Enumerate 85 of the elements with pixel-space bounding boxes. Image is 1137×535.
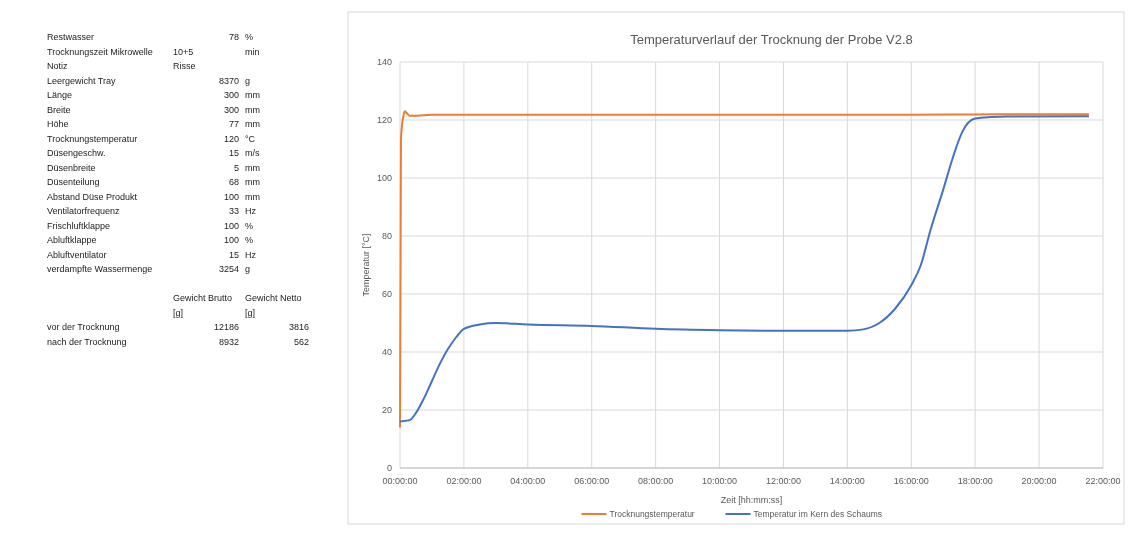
text: Risse	[173, 61, 196, 71]
text: g	[245, 264, 251, 274]
y-tick-label: 60	[381, 289, 392, 300]
text: 12186	[213, 322, 239, 332]
text: Höhe	[47, 119, 69, 129]
text: 100	[223, 235, 239, 245]
text: Düsengeschw.	[47, 148, 106, 158]
text: 78	[228, 32, 239, 42]
legend-label: Temperatur im Kern des Schaums	[753, 508, 882, 519]
text: mm	[245, 90, 260, 100]
text: Leergewicht Tray	[47, 75, 116, 86]
text: Gewicht Brutto	[173, 293, 233, 303]
x-tick-label: 02:00:00	[446, 476, 482, 486]
text: %	[245, 220, 254, 231]
text: 10+5	[173, 46, 194, 57]
text: 68	[228, 177, 239, 187]
text: Düsenbreite	[47, 162, 96, 173]
x-tick-label: 16:00:00	[893, 476, 929, 486]
text: m/s	[245, 148, 260, 158]
text: 120	[223, 133, 239, 144]
y-axis-title: Temperatur [°C]	[361, 233, 371, 297]
y-tick-label: 20	[381, 405, 392, 416]
text: mm	[245, 104, 260, 115]
text: Abluftventilator	[47, 249, 107, 260]
y-tick-label: 100	[376, 173, 392, 184]
text: 300	[223, 90, 239, 100]
y-tick-label: 0	[386, 463, 392, 474]
text: 3254	[218, 264, 239, 274]
x-tick-label: 08:00:00	[638, 476, 674, 486]
x-tick-label: 12:00:00	[765, 476, 801, 486]
y-tick-label: 80	[381, 231, 392, 242]
text: verdampfte Wassermenge	[47, 264, 153, 274]
text: %	[245, 235, 254, 245]
text: Ventilatorfrequenz	[47, 206, 120, 216]
text: 15	[228, 148, 239, 158]
text: Notiz	[47, 61, 68, 71]
x-tick-label: 00:00:00	[382, 476, 418, 486]
x-tick-label: 18:00:00	[957, 476, 993, 486]
x-axis-title: Zeit [hh:mm:ss]	[720, 495, 783, 505]
y-tick-label: 120	[376, 115, 392, 126]
text: %	[245, 32, 254, 42]
text: mm	[245, 119, 260, 129]
text: 3816	[288, 322, 309, 332]
text: 300	[223, 104, 239, 115]
text: 15	[228, 249, 239, 260]
x-tick-label: 20:00:00	[1021, 476, 1057, 486]
text: 77	[228, 119, 239, 129]
text: Breite	[47, 104, 71, 115]
text: Hz	[245, 206, 256, 216]
y-tick-label: 40	[381, 347, 392, 358]
text: mm	[245, 162, 260, 173]
text: Hz	[245, 249, 256, 260]
y-tick-label: 140	[376, 57, 392, 68]
x-tick-label: 06:00:00	[574, 476, 610, 486]
text: 100	[223, 220, 239, 231]
legend-label: Trocknungstemperatur	[609, 508, 695, 519]
text: Abstand Düse Produkt	[47, 191, 138, 202]
text: Länge	[47, 90, 73, 100]
text: vor der Trocknung	[47, 322, 120, 332]
text: Trocknungstemperatur	[47, 133, 138, 144]
chart-title: Temperaturverlauf der Trocknung der Probe V2.8	[630, 32, 913, 47]
text: 562	[293, 336, 309, 347]
text: nach der Trocknung	[47, 336, 127, 347]
text: g	[245, 75, 251, 86]
text: Abluftklappe	[47, 235, 97, 245]
text: Frischluftklappe	[47, 220, 111, 231]
text: [g]	[173, 307, 184, 318]
text: 8932	[218, 336, 239, 347]
text: [g]	[245, 307, 256, 318]
text: °C	[245, 133, 256, 144]
x-tick-label: 04:00:00	[510, 476, 546, 486]
text: mm	[245, 177, 260, 187]
text: 100	[223, 191, 239, 202]
x-tick-label: 10:00:00	[702, 476, 738, 486]
text: Düsenteilung	[47, 177, 100, 187]
text: Gewicht Netto	[245, 293, 302, 303]
x-tick-label: 14:00:00	[829, 476, 865, 486]
text: min	[245, 46, 260, 57]
text: Restwasser	[47, 32, 95, 42]
text: Trocknungszeit Mikrowelle	[47, 46, 153, 57]
text: 5	[233, 162, 239, 173]
text: 8370	[218, 75, 239, 86]
text: mm	[245, 191, 260, 202]
text: 33	[228, 206, 239, 216]
x-tick-label: 22:00:00	[1085, 476, 1121, 486]
